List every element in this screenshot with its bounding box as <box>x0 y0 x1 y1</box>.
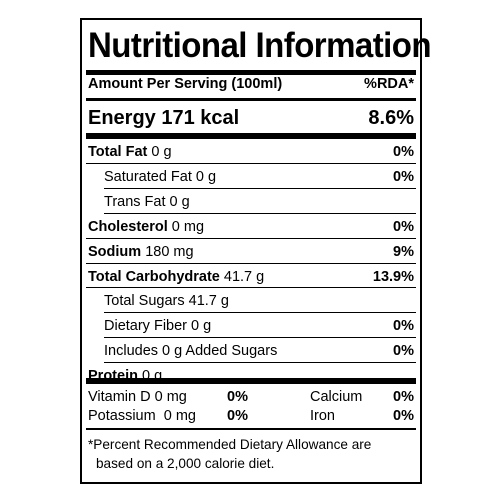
footnote-line-1: *Percent Recommended Dietary Allowance a… <box>88 437 372 452</box>
protein-rule <box>86 378 416 384</box>
potassium-label: Potassium 0 mg <box>88 408 196 424</box>
nutrient-amount: 41.7 g <box>219 268 265 285</box>
row-rule <box>104 337 416 339</box>
vitamin-d-pct: 0% <box>227 389 248 405</box>
rda-header: %RDA* <box>364 76 414 92</box>
row-rule <box>104 362 416 364</box>
energy-label: Energy 171 kcal <box>88 107 240 129</box>
iron-label: Iron <box>310 408 335 424</box>
label-title: Nutritional Information <box>88 25 432 65</box>
nutrient-row: Cholesterol 0 mg <box>88 218 204 236</box>
energy-rda: 8.6% <box>368 107 414 129</box>
iron-pct: 0% <box>393 408 414 424</box>
nutrient-row: Dietary Fiber 0 g <box>104 317 211 335</box>
row-rule <box>86 162 416 164</box>
nutrient-amount: Saturated Fat 0 g <box>104 168 217 185</box>
calcium-label: Calcium <box>310 389 363 405</box>
nutrient-pct: 0% <box>393 318 414 335</box>
nutrient-row: Total Sugars 41.7 g <box>104 292 229 310</box>
nutrient-row: Total Fat 0 g <box>88 143 172 161</box>
nutrient-name: Total Carbohydrate <box>88 268 220 285</box>
nutrient-name: Cholesterol <box>88 218 168 235</box>
nutrient-row: Total Carbohydrate 41.7 g <box>88 268 264 286</box>
nutrient-amount: Total Sugars 41.7 g <box>104 293 229 310</box>
micros-rule <box>86 428 416 430</box>
nutrient-row: Includes 0 g Added Sugars <box>104 342 277 360</box>
row-rule <box>104 187 416 189</box>
nutrient-pct: 0% <box>393 343 414 360</box>
nutrient-pct: 9% <box>393 243 414 260</box>
footnote: *Percent Recommended Dietary Allowance a… <box>88 435 418 473</box>
serving-label: Amount Per Serving (100ml) <box>88 76 283 92</box>
nutrient-amount: 0 g <box>137 368 163 385</box>
nutrient-pct: 13.9% <box>372 268 414 285</box>
nutrient-amount: Dietary Fiber 0 g <box>104 318 212 335</box>
row-rule <box>86 287 416 289</box>
nutrient-row: Saturated Fat 0 g <box>104 168 216 186</box>
energy-rule <box>86 133 416 139</box>
nutrient-amount: Includes 0 g Added Sugars <box>104 343 278 360</box>
nutrient-row: Trans Fat 0 g <box>104 193 190 211</box>
nutrient-name: Sodium <box>88 243 142 260</box>
nutrient-row: Sodium 180 mg <box>88 243 194 261</box>
footnote-line-2: based on a 2,000 calorie diet. <box>96 456 275 471</box>
nutrient-pct: 0% <box>393 144 414 160</box>
vitamin-d-label: Vitamin D 0 mg <box>88 389 187 405</box>
nutrient-pct: 0% <box>393 218 414 235</box>
row-rule <box>104 212 416 214</box>
row-rule <box>104 312 416 314</box>
calcium-pct: 0% <box>393 389 414 405</box>
nutrient-pct: 0% <box>393 168 414 185</box>
serving-rule <box>86 98 416 101</box>
nutrient-amount: 0 g <box>147 144 172 160</box>
nutrient-name: Total Fat <box>88 144 148 160</box>
nutrient-amount: 180 mg <box>141 243 194 260</box>
nutrition-label: Nutritional Information Amount Per Servi… <box>80 18 432 484</box>
potassium-pct: 0% <box>227 408 248 424</box>
row-rule <box>86 262 416 264</box>
title-rule <box>86 70 416 75</box>
row-rule <box>86 237 416 239</box>
nutrient-amount: 0 mg <box>167 218 205 235</box>
nutrient-amount: Trans Fat 0 g <box>104 193 190 210</box>
